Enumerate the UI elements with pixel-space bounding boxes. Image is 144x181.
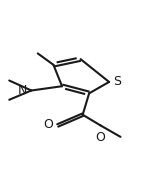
Text: N: N [18,84,27,97]
Text: O: O [96,131,105,144]
Text: O: O [44,118,53,131]
Text: S: S [113,75,121,88]
